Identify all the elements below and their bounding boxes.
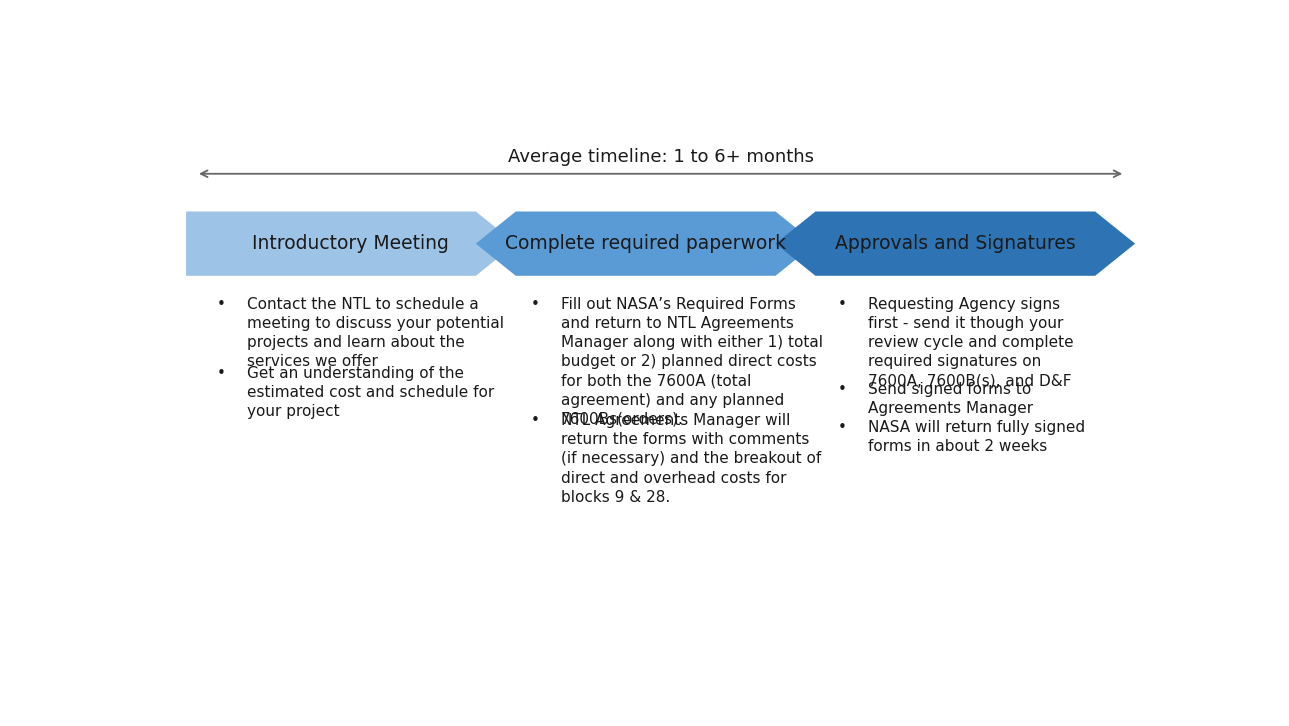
Text: Fill out NASA’s Required Forms
and return to NTL Agreements
Manager along with e: Fill out NASA’s Required Forms and retur… (561, 297, 822, 427)
Text: •: • (838, 382, 847, 396)
Text: NASA will return fully signed
forms in about 2 weeks: NASA will return fully signed forms in a… (869, 420, 1085, 454)
Polygon shape (776, 211, 1136, 276)
Text: •: • (217, 297, 226, 311)
Text: •: • (838, 297, 847, 311)
Polygon shape (476, 211, 816, 276)
Text: NTL Agreements Manager will
return the forms with comments
(if necessary) and th: NTL Agreements Manager will return the f… (561, 413, 821, 505)
Text: Contact the NTL to schedule a
meeting to discuss your potential
projects and lea: Contact the NTL to schedule a meeting to… (247, 297, 504, 370)
Text: Average timeline: 1 to 6+ months: Average timeline: 1 to 6+ months (508, 148, 813, 166)
Text: •: • (838, 420, 847, 435)
Text: Send signed forms to
Agreements Manager: Send signed forms to Agreements Manager (869, 382, 1034, 416)
Text: Introductory Meeting: Introductory Meeting (253, 234, 450, 253)
Text: Approvals and Signatures: Approvals and Signatures (835, 234, 1076, 253)
Text: Complete required paperwork: Complete required paperwork (505, 234, 786, 253)
Text: •: • (530, 297, 539, 311)
Text: Get an understanding of the
estimated cost and schedule for
your project: Get an understanding of the estimated co… (247, 366, 494, 420)
Polygon shape (186, 211, 516, 276)
Text: Requesting Agency signs
first - send it though your
review cycle and complete
re: Requesting Agency signs first - send it … (869, 297, 1074, 388)
Text: •: • (217, 366, 226, 381)
Text: •: • (530, 413, 539, 428)
